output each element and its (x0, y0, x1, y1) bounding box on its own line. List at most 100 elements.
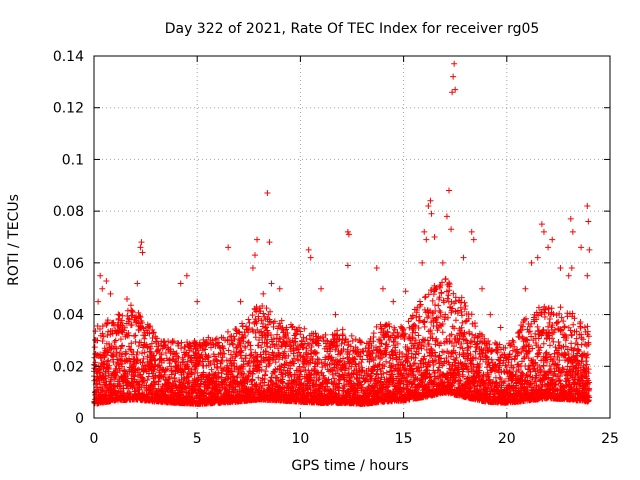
roti-point (247, 346, 254, 353)
roti-point (109, 320, 116, 327)
roti-point (242, 344, 249, 351)
roti-point (118, 363, 125, 370)
roti-point (201, 346, 208, 353)
roti-point (319, 364, 326, 371)
roti-point (262, 368, 269, 375)
roti-point (291, 360, 298, 367)
roti-point (99, 337, 106, 344)
roti-point (131, 332, 138, 339)
roti-point (308, 343, 315, 350)
roti-point (133, 319, 140, 326)
roti-point (253, 320, 260, 327)
roti-point (238, 347, 245, 354)
roti-point (219, 367, 226, 374)
roti-point (131, 314, 138, 321)
roti-point (137, 314, 144, 321)
roti-point (274, 331, 281, 338)
roti-point (203, 362, 210, 369)
roti-point (279, 374, 286, 381)
roti-point (249, 326, 256, 333)
roti-point (127, 358, 134, 365)
roti-point (144, 344, 151, 351)
roti-point (117, 336, 124, 343)
roti-point (132, 332, 139, 339)
roti-point (272, 359, 279, 366)
roti-point (161, 342, 168, 349)
roti-point (258, 344, 265, 351)
roti-point (234, 373, 241, 380)
roti-point (151, 357, 158, 364)
roti-point (208, 344, 215, 351)
roti-point (285, 352, 292, 359)
roti-point (264, 321, 271, 328)
roti-point (135, 309, 142, 316)
roti-point (252, 349, 259, 356)
roti-point (271, 369, 278, 376)
roti-point (156, 362, 163, 369)
roti-point (246, 325, 253, 332)
roti-point (170, 338, 177, 345)
roti-point (287, 365, 294, 372)
roti-point (113, 349, 120, 356)
roti-point (140, 355, 147, 362)
roti-point (245, 338, 252, 345)
roti-point (260, 310, 267, 317)
roti-point (119, 312, 126, 319)
roti-point (260, 320, 267, 327)
roti-point (266, 318, 273, 325)
roti-point (113, 372, 120, 379)
roti-point (322, 356, 329, 363)
roti-point (93, 380, 100, 387)
roti-point (150, 366, 157, 373)
roti-point (151, 365, 158, 372)
roti-point (298, 380, 305, 387)
roti-point (115, 315, 122, 322)
roti-point (244, 379, 251, 386)
roti-point (225, 365, 232, 372)
roti-point (320, 372, 327, 379)
roti-point (231, 387, 238, 394)
roti-point (256, 367, 263, 374)
roti-point (119, 342, 126, 349)
roti-point (263, 363, 270, 370)
roti-point (257, 351, 264, 358)
roti-point (264, 340, 271, 347)
roti-point (182, 385, 189, 392)
roti-point (103, 378, 110, 385)
roti-point (115, 361, 122, 368)
roti-point (278, 317, 285, 324)
roti-point (171, 374, 178, 381)
roti-point (275, 356, 282, 363)
roti-point (237, 352, 244, 359)
roti-point (246, 319, 253, 326)
roti-point (296, 363, 303, 370)
roti-point (249, 376, 256, 383)
roti-point (153, 335, 160, 342)
roti-point (285, 372, 292, 379)
roti-point (270, 323, 277, 330)
roti-point (312, 350, 319, 357)
roti-point (311, 374, 318, 381)
roti-point (127, 346, 134, 353)
roti-point (116, 312, 123, 319)
roti-point (128, 321, 135, 328)
roti-point (110, 353, 117, 360)
roti-point (91, 344, 98, 351)
roti-point (104, 317, 111, 324)
roti-point (209, 337, 216, 344)
roti-point (134, 356, 141, 363)
roti-point (96, 325, 103, 332)
roti-point (150, 329, 157, 336)
roti-point (211, 353, 218, 360)
roti-point (283, 324, 290, 331)
roti-point (304, 351, 311, 358)
roti-point (211, 361, 218, 368)
roti-point (313, 349, 320, 356)
roti-point (259, 302, 266, 309)
roti-point (259, 382, 266, 389)
roti-point (296, 324, 303, 331)
roti-point (141, 335, 148, 342)
roti-point (150, 329, 157, 336)
